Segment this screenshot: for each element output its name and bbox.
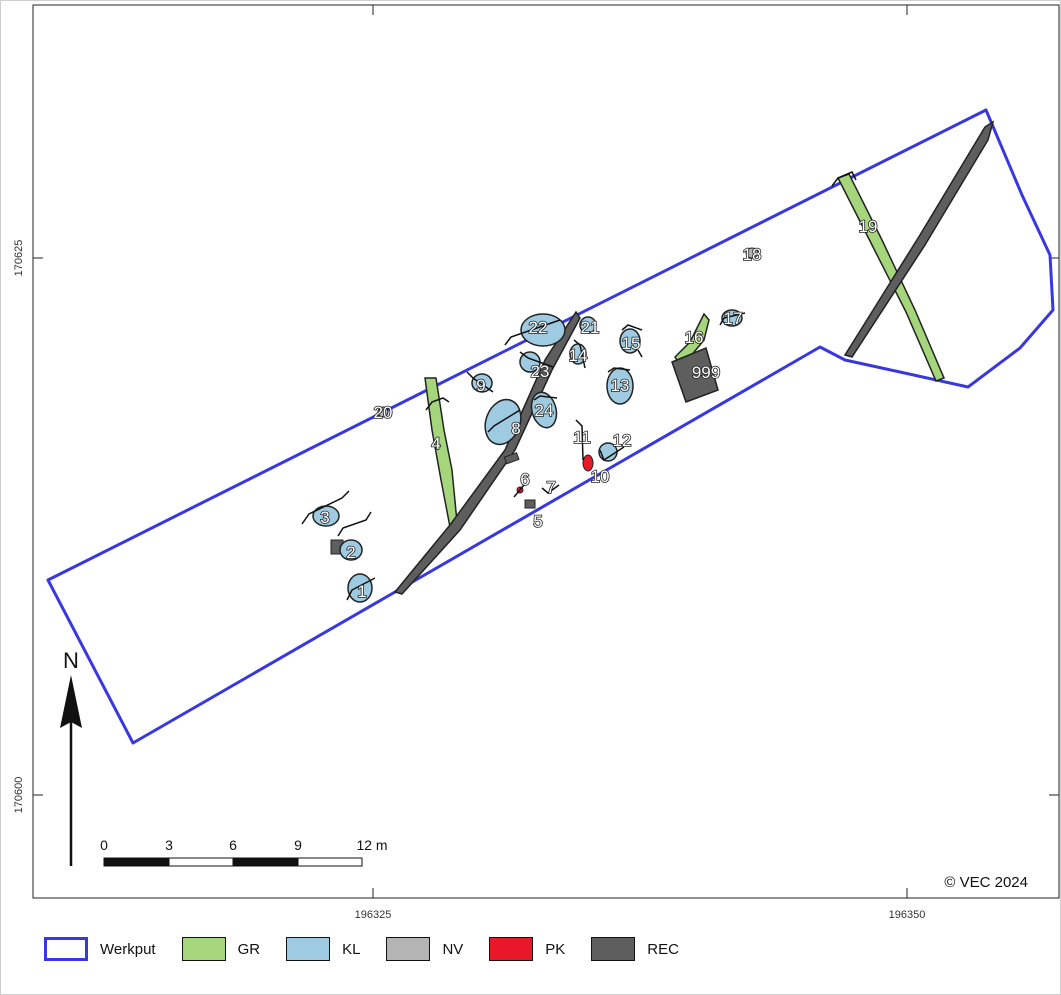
legend-item-nv: NV [368,937,463,961]
scale-label: 3 [165,837,173,853]
legend-label: PK [545,940,566,958]
feature-21-pit [579,316,597,334]
feature-label: 17 [724,309,743,328]
feature-15-pit [619,328,641,354]
feature-10-pk [582,454,594,472]
copyright-text: © VEC 2024 [944,874,1028,891]
feature-label: 5 [533,512,542,531]
legend-label: REC [647,940,679,958]
rec-trench-east [843,120,995,358]
feature-label: 19 [859,217,878,236]
scale-segment [168,857,234,867]
legend-item-pk: PK [471,937,565,961]
feature-rec-small [503,452,520,465]
legend-item-kl: KL [268,937,360,961]
feature-label: 9 [476,376,485,395]
north-arrow: N [60,648,82,866]
feature-label: 13 [611,376,630,395]
feature-label: 15 [622,334,641,353]
feature-label: 3 [320,508,329,527]
legend-label: NV [442,940,464,958]
feature-label: 7 [546,478,555,497]
feature-label: 6 [520,470,529,489]
legend-swatch [181,937,226,961]
scale-label: 9 [294,837,302,853]
legend: Werkput GR KL NV PK REC [44,937,687,961]
scale-label: 0 [100,837,108,853]
legend-label: GR [237,940,261,958]
feature-2-pit [339,539,363,561]
grid-ticks [33,5,1059,898]
feature-label: 1 [357,582,366,601]
y-tick-label: 170625 [13,240,25,277]
legend-swatch [386,937,431,961]
feature-8-pit [484,398,522,446]
feature-20-nv [377,406,389,418]
scale-segment [297,857,363,867]
rec-trench-west [393,310,581,595]
feature-label: 16 [685,328,704,347]
legend-swatch [286,937,331,961]
feature-label: 22 [529,318,548,337]
scale-label: 6 [229,837,237,853]
feature-999-rec [671,346,719,403]
feature-label: 999 [692,363,720,382]
feature-label: 14 [569,346,588,365]
feature-17-pit [721,309,743,327]
scale-bar: 0 3 6 9 12 m [100,837,388,867]
kl-pits [312,309,743,603]
feature-19-ditch [836,173,945,382]
feature-label: 11 [573,428,591,447]
feature-label: 21 [581,318,600,337]
scale-segment [103,857,170,867]
feature-label: 18 [743,245,762,264]
y-tick-label: 170600 [13,777,25,814]
feature-1-pit [347,573,373,603]
legend-item-gr: GR [164,937,261,961]
feature-18-nv [745,247,759,259]
legend-swatch [44,937,88,961]
legend-label: KL [342,940,361,958]
feature-label: 23 [531,362,550,381]
north-label: N [63,648,79,673]
feature-label: 12 [613,431,632,450]
feature-label: 10 [591,467,610,486]
feature-labels: 1 2 3 4 5 6 7 8 9 10 11 12 13 14 15 16 1… [319,216,878,602]
x-tick-label: 196350 [889,909,926,921]
feature-24-pit [530,391,558,429]
feature-label: 8 [511,419,520,438]
legend-label: Werkput [100,940,156,958]
legend-swatch [489,937,534,961]
legend-item-rec: REC [573,937,679,961]
feature-label: 2 [346,543,355,562]
legend-item-werkput: Werkput [44,937,156,961]
scale-label: 12 m [356,837,387,853]
scale-segment [232,857,299,867]
north-arrow-head-icon [60,675,82,728]
feature-5-rec [524,499,536,509]
feature-label: 24 [535,401,554,420]
feature-label: 4 [431,434,440,453]
feature-label: 20 [374,403,393,422]
x-tick-label: 196325 [355,909,392,921]
section-markers [301,171,857,601]
legend-swatch [591,937,636,961]
